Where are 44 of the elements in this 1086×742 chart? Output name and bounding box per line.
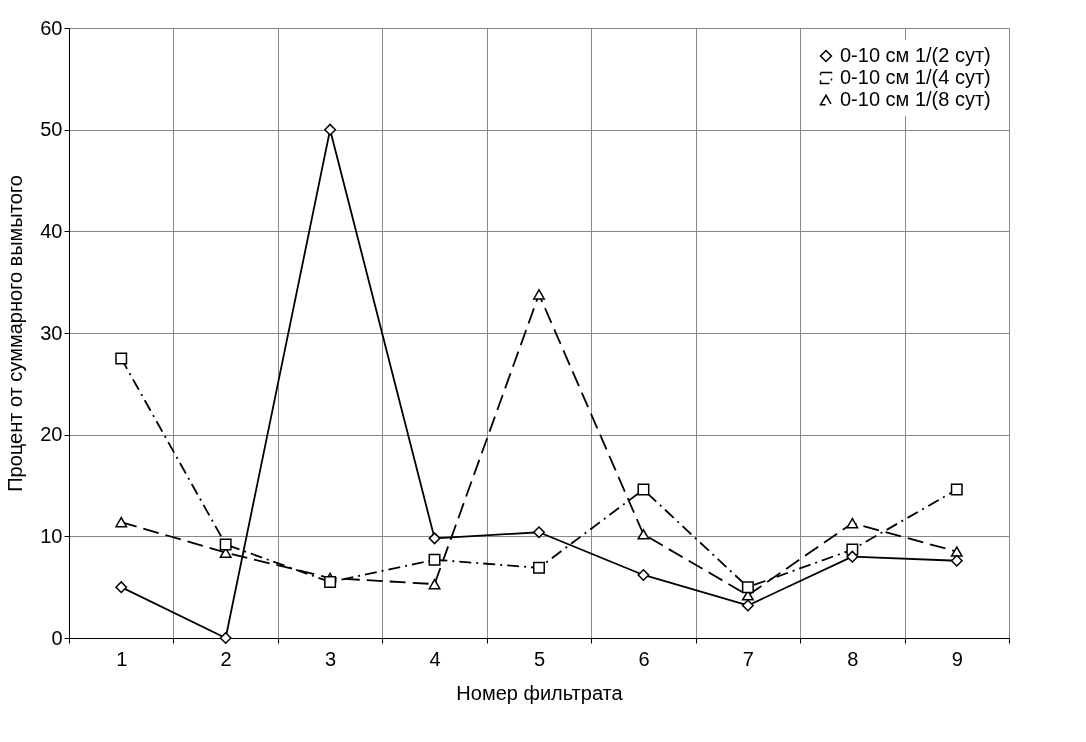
y-tick-label: 60 bbox=[40, 16, 63, 39]
point bbox=[533, 526, 545, 539]
y-tick-label: 40 bbox=[40, 219, 63, 242]
point bbox=[637, 483, 650, 496]
legend-label: 0-10 см 1/(2 сут) bbox=[840, 44, 991, 66]
x-tick-label: 6 bbox=[638, 647, 650, 670]
point bbox=[950, 554, 963, 567]
y-tick-label: 10 bbox=[40, 524, 63, 547]
point bbox=[741, 581, 754, 594]
point bbox=[115, 516, 128, 528]
point bbox=[846, 517, 859, 529]
point bbox=[428, 532, 441, 545]
x-tick-label: 9 bbox=[951, 647, 963, 670]
x-tick-label: 3 bbox=[325, 647, 337, 670]
x-tick-label: 5 bbox=[533, 647, 546, 670]
y-tick-label: 0 bbox=[51, 626, 63, 649]
point bbox=[637, 529, 650, 540]
point bbox=[428, 553, 441, 566]
point bbox=[324, 576, 337, 589]
x-tick-label: 7 bbox=[742, 647, 754, 670]
y-tick-label: 50 bbox=[40, 118, 63, 141]
legend-label: 0-10 см 1/(4 сут) bbox=[840, 66, 991, 88]
point bbox=[533, 561, 545, 574]
point bbox=[741, 599, 754, 612]
x-tick-label: 2 bbox=[220, 647, 232, 670]
x-axis-title: Номер фильтрата bbox=[456, 681, 624, 704]
point bbox=[846, 550, 859, 563]
x-tick-label: 4 bbox=[429, 647, 441, 670]
y-axis-title: Процент от суммарного вымытого bbox=[4, 175, 27, 492]
point bbox=[219, 632, 232, 644]
legend-label: 0-10 см 1/(8 сут) bbox=[840, 88, 991, 110]
y-tick-label: 20 bbox=[40, 423, 63, 446]
x-tick-label: 8 bbox=[847, 647, 859, 670]
point bbox=[428, 578, 441, 590]
point bbox=[219, 538, 232, 551]
point bbox=[950, 483, 963, 496]
point bbox=[324, 123, 337, 136]
x-tick-label: 1 bbox=[116, 647, 128, 670]
point bbox=[115, 352, 128, 365]
point bbox=[115, 581, 128, 594]
point bbox=[950, 546, 963, 557]
y-tick-label: 30 bbox=[40, 321, 63, 344]
point bbox=[637, 568, 650, 581]
point bbox=[533, 289, 545, 300]
